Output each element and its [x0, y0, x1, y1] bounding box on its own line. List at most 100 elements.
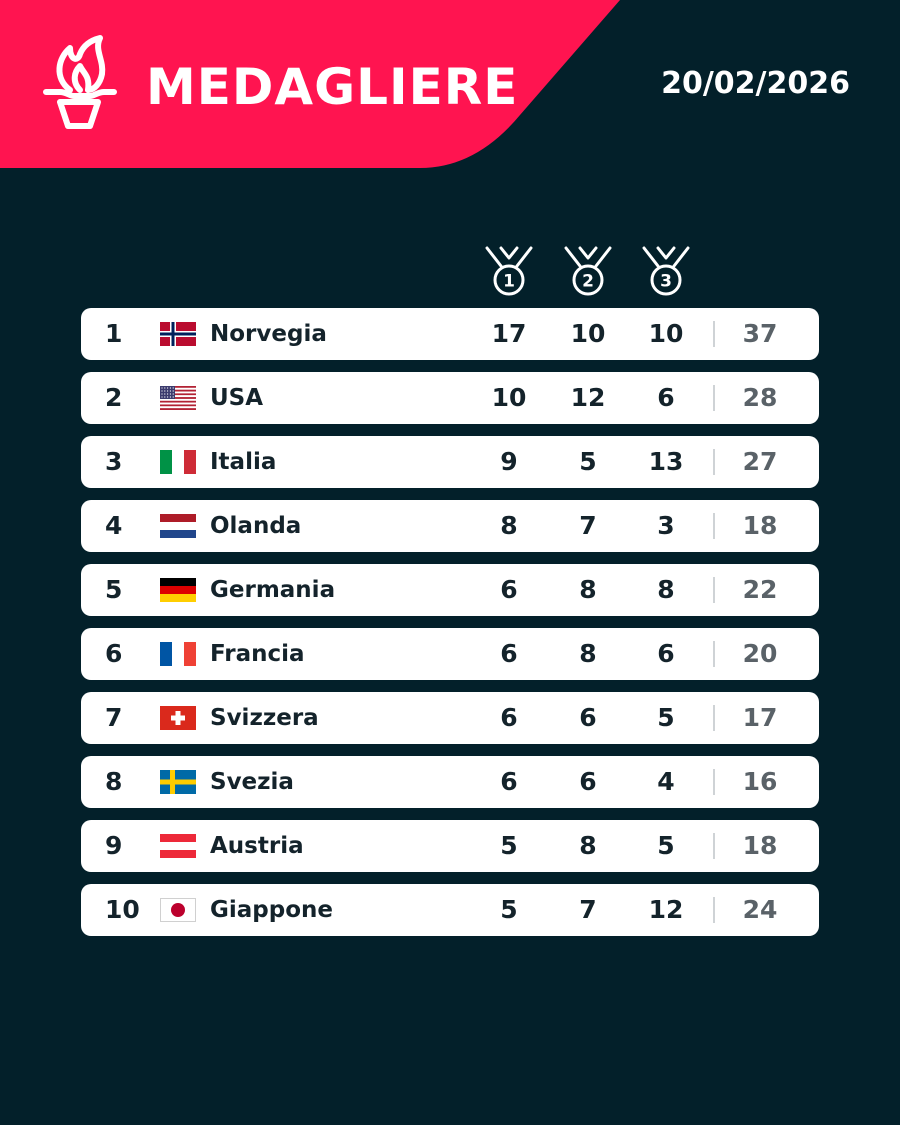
header-banner [0, 0, 620, 168]
country-name: Giappone [210, 897, 333, 923]
svg-text:3: 3 [660, 272, 672, 292]
netherlands-flag-icon [160, 514, 196, 538]
germany-flag-icon [160, 578, 196, 602]
sweden-flag-icon [160, 770, 196, 794]
country-name: Germania [210, 577, 336, 603]
medal-2-icon: 2 [562, 244, 614, 298]
bronze-count: 5 [657, 831, 675, 860]
rank-cell: 5 [105, 575, 123, 604]
column-divider [713, 769, 715, 795]
gold-count: 5 [500, 895, 518, 924]
total-count: 22 [742, 575, 778, 604]
column-divider [713, 321, 715, 347]
gold-count: 6 [500, 639, 518, 668]
bronze-count: 6 [657, 639, 675, 668]
bronze-count: 3 [657, 511, 675, 540]
table-row: 7 Svizzera 6 6 5 17 [81, 692, 819, 744]
austria-flag-icon [160, 834, 196, 858]
gold-count: 6 [500, 575, 518, 604]
rank-cell: 3 [105, 447, 123, 476]
table-row: 5 Germania 6 8 8 22 [81, 564, 819, 616]
svg-text:2: 2 [582, 272, 594, 292]
table-row: 4 Olanda 8 7 3 18 [81, 500, 819, 552]
usa-flag-icon [160, 386, 196, 410]
total-count: 17 [742, 703, 778, 732]
column-divider [713, 641, 715, 667]
column-divider [713, 577, 715, 603]
svg-text:1: 1 [503, 272, 515, 292]
column-divider [713, 385, 715, 411]
bronze-count: 5 [657, 703, 675, 732]
rank-cell: 7 [105, 703, 123, 732]
country-name: Francia [210, 641, 305, 667]
medal-table: 1 Norvegia 17 10 10 37 2 USA 10 12 6 28 3 Italia 9 5 13 2… [81, 308, 819, 948]
gold-count: 6 [500, 703, 518, 732]
silver-count: 6 [579, 767, 597, 796]
rank-cell: 6 [105, 639, 123, 668]
france-flag-icon [160, 642, 196, 666]
gold-count: 9 [500, 447, 518, 476]
rank-cell: 10 [105, 895, 140, 924]
table-row: 10 Giappone 5 7 12 24 [81, 884, 819, 936]
table-row: 8 Svezia 6 6 4 16 [81, 756, 819, 808]
gold-count: 17 [491, 319, 527, 348]
total-count: 28 [742, 383, 778, 412]
column-divider [713, 449, 715, 475]
country-name: Italia [210, 449, 277, 475]
silver-count: 8 [579, 639, 597, 668]
olympic-torch-icon [40, 34, 118, 132]
switzerland-flag-icon [160, 706, 196, 730]
country-name: Norvegia [210, 321, 327, 347]
column-divider [713, 833, 715, 859]
total-count: 16 [742, 767, 778, 796]
country-name: Olanda [210, 513, 302, 539]
gold-count: 10 [491, 383, 527, 412]
date-label: 20/02/2026 [661, 66, 850, 101]
italy-flag-icon [160, 450, 196, 474]
table-row: 6 Francia 6 8 6 20 [81, 628, 819, 680]
silver-count: 8 [579, 831, 597, 860]
table-row: 9 Austria 5 8 5 18 [81, 820, 819, 872]
total-count: 37 [742, 319, 778, 348]
japan-flag-icon [160, 898, 196, 922]
column-divider [713, 513, 715, 539]
rank-cell: 2 [105, 383, 123, 412]
silver-count: 5 [579, 447, 597, 476]
gold-count: 8 [500, 511, 518, 540]
table-row: 2 USA 10 12 6 28 [81, 372, 819, 424]
bronze-count: 10 [648, 319, 684, 348]
norway-flag-icon [160, 322, 196, 346]
country-name: Svizzera [210, 705, 319, 731]
medal-3-icon: 3 [640, 244, 692, 298]
medal-1-icon: 1 [483, 244, 535, 298]
gold-count: 6 [500, 767, 518, 796]
rank-cell: 8 [105, 767, 123, 796]
total-count: 24 [742, 895, 778, 924]
silver-count: 6 [579, 703, 597, 732]
gold-count: 5 [500, 831, 518, 860]
rank-cell: 1 [105, 319, 123, 348]
silver-count: 12 [570, 383, 606, 412]
total-count: 18 [742, 511, 778, 540]
rank-cell: 9 [105, 831, 123, 860]
total-count: 27 [742, 447, 778, 476]
column-divider [713, 705, 715, 731]
country-name: Svezia [210, 769, 294, 795]
country-name: Austria [210, 833, 304, 859]
bronze-count: 4 [657, 767, 675, 796]
rank-cell: 4 [105, 511, 123, 540]
bronze-count: 12 [648, 895, 684, 924]
bronze-count: 6 [657, 383, 675, 412]
silver-count: 8 [579, 575, 597, 604]
bronze-count: 13 [648, 447, 684, 476]
silver-count: 10 [570, 319, 606, 348]
country-name: USA [210, 385, 264, 411]
silver-count: 7 [579, 511, 597, 540]
total-count: 18 [742, 831, 778, 860]
table-row: 1 Norvegia 17 10 10 37 [81, 308, 819, 360]
table-row: 3 Italia 9 5 13 27 [81, 436, 819, 488]
page-title: MEDAGLIERE [146, 58, 519, 116]
total-count: 20 [742, 639, 778, 668]
silver-count: 7 [579, 895, 597, 924]
bronze-count: 8 [657, 575, 675, 604]
